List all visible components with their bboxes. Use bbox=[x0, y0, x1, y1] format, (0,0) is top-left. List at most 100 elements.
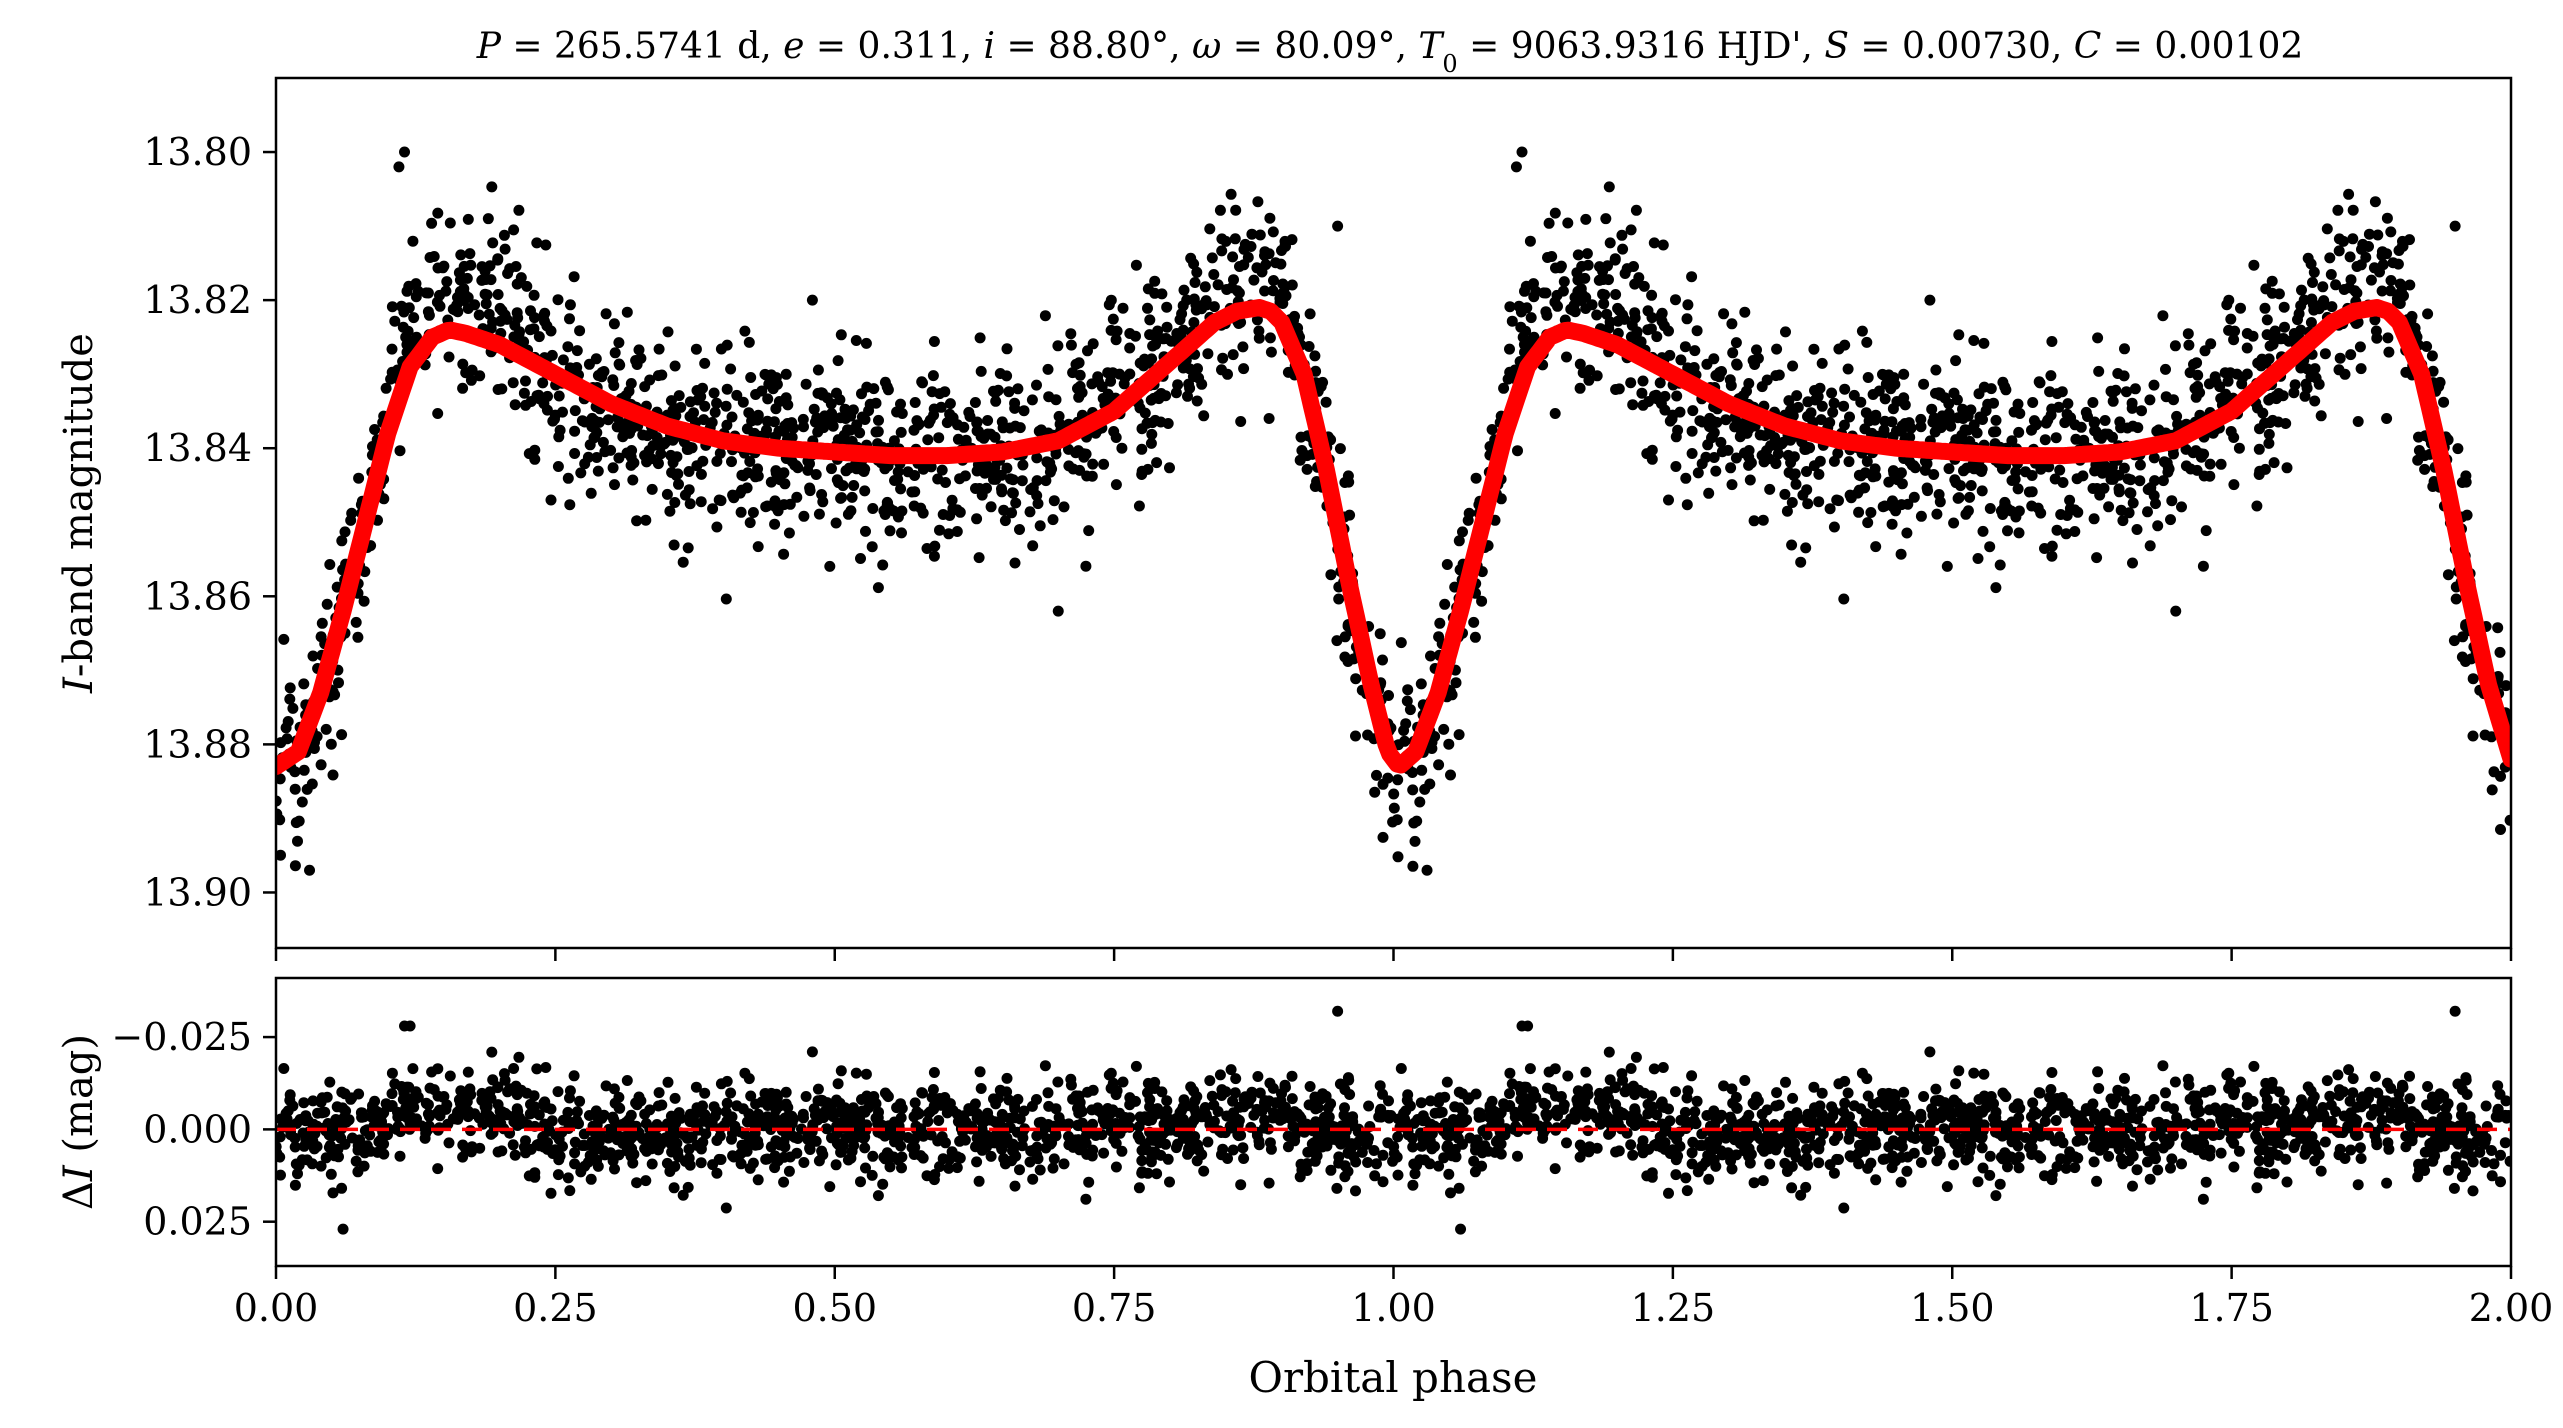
residual-point bbox=[1136, 1167, 1148, 1179]
observation-point bbox=[2002, 525, 2013, 537]
observation-point bbox=[2192, 369, 2204, 381]
observation-point bbox=[2422, 308, 2434, 320]
observation-point bbox=[2136, 405, 2147, 417]
residual-point bbox=[707, 1159, 719, 1171]
observation-point bbox=[1786, 497, 1798, 508]
observation-point bbox=[352, 631, 364, 643]
residual-point bbox=[1014, 1113, 1026, 1125]
observation-point bbox=[1189, 277, 1201, 288]
residual-point bbox=[434, 1110, 446, 1122]
observation-point bbox=[1930, 364, 1942, 376]
residual-point bbox=[509, 1149, 521, 1161]
observation-point bbox=[2277, 390, 2289, 402]
observation-point bbox=[656, 369, 668, 381]
observation-point bbox=[725, 363, 737, 375]
observation-point bbox=[339, 526, 351, 538]
observation-point bbox=[1177, 300, 1189, 312]
residual-point bbox=[1161, 1105, 1173, 1117]
residual-point bbox=[2235, 1076, 2246, 1088]
residual-point bbox=[2091, 1175, 2103, 1187]
residual-point bbox=[289, 1179, 301, 1191]
observation-point bbox=[1016, 475, 1028, 487]
observation-point bbox=[2343, 188, 2355, 200]
residual-point bbox=[1149, 1076, 1161, 1088]
observation-point bbox=[1555, 260, 1567, 272]
residual-point bbox=[2093, 1083, 2105, 1094]
residual-point bbox=[345, 1093, 357, 1105]
residual-point bbox=[2069, 1162, 2081, 1174]
observation-point bbox=[1672, 424, 1684, 436]
observation-point bbox=[1957, 403, 1968, 415]
residual-point bbox=[2002, 1161, 2013, 1173]
observation-point bbox=[928, 550, 940, 562]
observation-point bbox=[1637, 399, 1649, 411]
observation-point bbox=[826, 408, 838, 419]
residual-point bbox=[1220, 1086, 1232, 1098]
residual-point bbox=[465, 1089, 477, 1101]
observation-point bbox=[1138, 360, 1150, 372]
observation-point bbox=[1017, 459, 1029, 471]
observation-point bbox=[333, 677, 344, 689]
residual-point bbox=[2057, 1137, 2069, 1149]
residual-point bbox=[1371, 1158, 1382, 1170]
residual-point bbox=[1795, 1189, 1807, 1201]
observation-point bbox=[321, 598, 333, 610]
observation-point bbox=[1646, 312, 1658, 324]
observation-point bbox=[1395, 637, 1407, 649]
observation-point bbox=[808, 403, 820, 415]
observation-point bbox=[1160, 390, 1172, 402]
observation-point bbox=[1686, 425, 1698, 437]
observation-point bbox=[1886, 518, 1898, 530]
observation-point bbox=[533, 331, 545, 343]
residual-point bbox=[1274, 1114, 1286, 1126]
residual-point bbox=[2278, 1095, 2290, 1107]
residual-point bbox=[569, 1147, 581, 1159]
observation-point bbox=[981, 459, 993, 471]
residual-point bbox=[1990, 1190, 2002, 1202]
residual-point bbox=[2422, 1081, 2434, 1092]
residual-point bbox=[329, 1150, 341, 1162]
observation-point bbox=[1867, 471, 1879, 483]
observation-point bbox=[1005, 473, 1016, 485]
observation-point bbox=[2115, 504, 2127, 516]
residual-point bbox=[1156, 1086, 1168, 1098]
observation-point bbox=[2352, 416, 2364, 427]
residual-point bbox=[1124, 1092, 1136, 1104]
residual-point bbox=[1235, 1179, 1247, 1191]
observation-point bbox=[2222, 369, 2234, 381]
observation-point bbox=[1034, 520, 1046, 532]
observation-point bbox=[661, 488, 673, 500]
residual-point bbox=[1052, 1076, 1064, 1088]
observation-point bbox=[1044, 466, 1056, 478]
residual-point bbox=[1680, 1172, 1692, 1184]
observation-point bbox=[434, 300, 446, 312]
observation-point bbox=[1701, 358, 1713, 370]
observation-point bbox=[2044, 386, 2056, 398]
observation-point bbox=[1887, 501, 1899, 513]
observation-point bbox=[554, 424, 566, 436]
observation-point bbox=[2452, 443, 2464, 455]
observation-point bbox=[647, 440, 659, 452]
residual-point bbox=[769, 1153, 781, 1165]
observation-point bbox=[1950, 355, 1962, 367]
observation-point bbox=[460, 367, 472, 379]
observation-point bbox=[2070, 433, 2082, 445]
residual-point bbox=[1216, 1149, 1227, 1161]
outlier-point bbox=[806, 294, 818, 306]
residual-point bbox=[1184, 1145, 1196, 1157]
residual-point bbox=[951, 1151, 963, 1163]
observation-point bbox=[1782, 449, 1794, 461]
observation-point bbox=[569, 425, 581, 437]
residual-point bbox=[1073, 1090, 1085, 1102]
observation-point bbox=[681, 444, 693, 455]
observation-point bbox=[1150, 338, 1162, 350]
observation-point bbox=[386, 343, 398, 355]
observation-point bbox=[564, 313, 575, 325]
observation-point bbox=[1879, 393, 1891, 405]
residual-point bbox=[2376, 1114, 2388, 1126]
residual-point bbox=[1259, 1095, 1271, 1107]
observation-point bbox=[1416, 764, 1428, 776]
residual-point bbox=[1648, 1063, 1660, 1075]
observation-point bbox=[2152, 520, 2164, 532]
residual-point bbox=[324, 1076, 336, 1088]
